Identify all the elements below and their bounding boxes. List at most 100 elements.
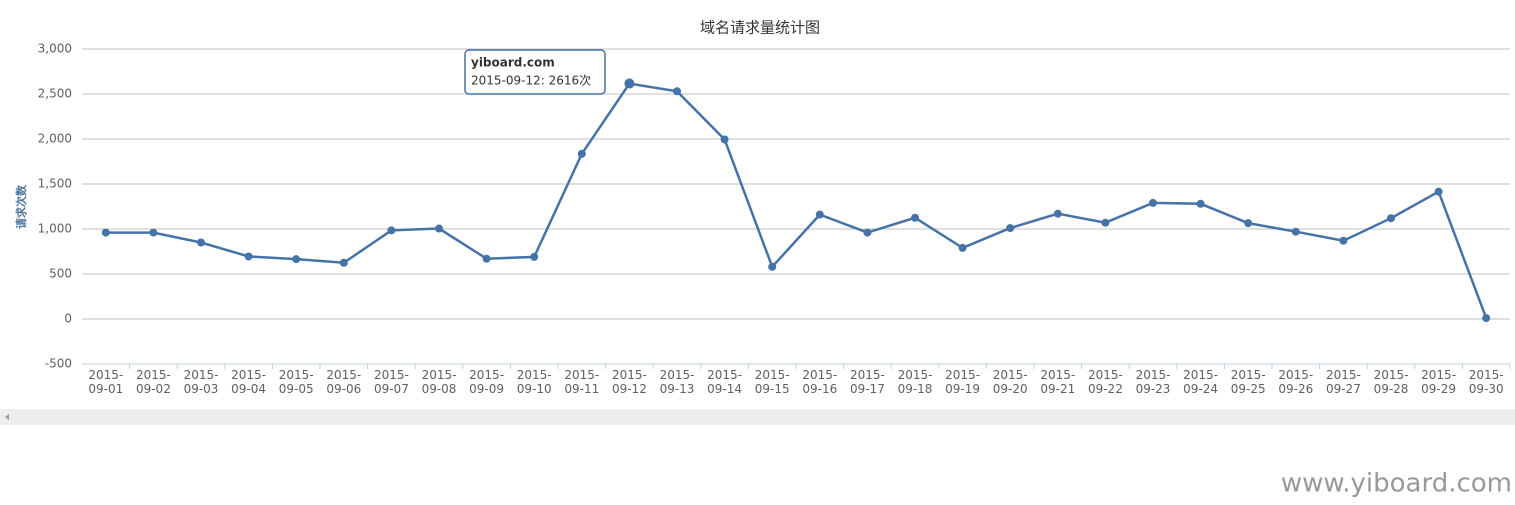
x-tick-line: 2015- xyxy=(1040,368,1075,382)
data-point xyxy=(101,228,110,237)
data-point xyxy=(435,224,443,233)
x-tick-label: 2015-09-23 xyxy=(1136,368,1171,396)
data-point xyxy=(863,228,872,237)
x-tick-label: 2015-09-18 xyxy=(898,368,933,396)
x-tick-line: 2015- xyxy=(993,368,1028,382)
x-tick-line: 2015- xyxy=(374,368,409,382)
x-tick-line: 2015- xyxy=(469,368,504,382)
x-tick-label: 2015-09-11 xyxy=(564,368,599,396)
x-tick-line: 09-11 xyxy=(564,382,599,396)
x-tick-label: 2015-09-15 xyxy=(755,368,790,396)
x-tick-line: 09-12 xyxy=(612,382,647,396)
data-point xyxy=(1434,187,1443,196)
data-point xyxy=(1482,314,1491,323)
data-point xyxy=(624,78,635,89)
x-tick-line: 2015- xyxy=(945,368,980,382)
tooltip-text: 2015-09-12: 2616次 xyxy=(471,74,591,88)
x-tick-label: 2015-09-25 xyxy=(1231,368,1266,396)
data-point xyxy=(1291,227,1300,236)
x-tick-line: 2015- xyxy=(1278,368,1313,382)
x-tick-label: 2015-09-08 xyxy=(422,368,457,396)
x-tick-label: 2015-09-19 xyxy=(945,368,980,396)
x-tick-line: 09-30 xyxy=(1469,382,1504,396)
data-point xyxy=(673,87,681,96)
x-tick-line: 2015- xyxy=(564,368,599,382)
x-tick-line: 09-04 xyxy=(231,382,266,396)
x-tick-line: 09-05 xyxy=(279,382,314,396)
y-tick-label: 2,000 xyxy=(38,132,72,146)
watermark: www.yiboard.com xyxy=(1281,469,1512,499)
x-tick-line: 09-22 xyxy=(1088,382,1123,396)
x-tick-line: 09-15 xyxy=(755,382,790,396)
data-point xyxy=(1149,198,1157,207)
x-tick-label: 2015-09-07 xyxy=(374,368,409,396)
tooltip: yiboard.com 2015-09-12: 2616次 xyxy=(464,49,606,95)
x-tick-line: 09-07 xyxy=(374,382,409,396)
x-tick-label: 2015-09-21 xyxy=(1040,368,1075,396)
data-point xyxy=(958,243,967,252)
data-point xyxy=(1196,199,1205,208)
x-tick-label: 2015-09-20 xyxy=(993,368,1028,396)
x-tick-line: 2015- xyxy=(1374,368,1409,382)
data-point xyxy=(815,210,824,219)
data-point xyxy=(768,262,777,271)
x-tick-line: 2015- xyxy=(1136,368,1171,382)
x-tick-line: 09-09 xyxy=(469,382,504,396)
data-point xyxy=(339,258,348,267)
x-tick-line: 2015- xyxy=(326,368,361,382)
data-point xyxy=(197,238,205,247)
x-tick-label: 2015-09-28 xyxy=(1374,368,1409,396)
x-tick-line: 2015- xyxy=(850,368,885,382)
x-tick-line: 09-02 xyxy=(136,382,171,396)
x-tick-line: 09-13 xyxy=(660,382,695,396)
x-tick-line: 2015- xyxy=(88,368,123,382)
data-point xyxy=(530,252,539,261)
x-tick-line: 09-14 xyxy=(707,382,742,396)
x-tick-label: 2015-09-17 xyxy=(850,368,885,396)
x-tick-label: 2015-09-30 xyxy=(1469,368,1504,396)
x-tick-label: 2015-09-06 xyxy=(326,368,361,396)
data-point xyxy=(482,254,491,263)
chart-title: 域名请求量统计图 xyxy=(700,19,820,37)
data-point xyxy=(1339,236,1348,245)
x-tick-line: 09-06 xyxy=(326,382,361,396)
x-tick-line: 2015- xyxy=(422,368,457,382)
x-tick-label: 2015-09-26 xyxy=(1278,368,1313,396)
x-tick-line: 09-17 xyxy=(850,382,885,396)
x-tick-line: 09-24 xyxy=(1183,382,1218,396)
data-point xyxy=(1006,224,1015,233)
x-tick-label: 2015-09-13 xyxy=(660,368,695,396)
x-tick-label: 2015-09-03 xyxy=(184,368,219,396)
x-tick-label: 2015-09-29 xyxy=(1421,368,1456,396)
y-tick-label: 1,000 xyxy=(38,222,72,236)
x-tick-line: 09-27 xyxy=(1326,382,1361,396)
x-tick-line: 2015- xyxy=(279,368,314,382)
tooltip-box xyxy=(464,49,606,95)
y-tick-label: 3,000 xyxy=(38,42,72,56)
x-tick-line: 2015- xyxy=(1326,368,1361,382)
x-tick-line: 09-25 xyxy=(1231,382,1266,396)
x-tick-line: 09-01 xyxy=(88,382,123,396)
x-tick-line: 09-21 xyxy=(1040,382,1075,396)
x-tick-label: 2015-09-10 xyxy=(517,368,552,396)
x-tick-line: 2015- xyxy=(898,368,933,382)
scrollbar-track[interactable] xyxy=(0,409,1515,425)
x-tick-line: 2015- xyxy=(802,368,837,382)
y-tick-label: -500 xyxy=(45,357,72,371)
x-tick-line: 2015- xyxy=(1088,368,1123,382)
x-tick-label: 2015-09-16 xyxy=(802,368,837,396)
data-point xyxy=(911,213,919,222)
tooltip-title: yiboard.com xyxy=(471,56,555,70)
x-tick-line: 09-26 xyxy=(1278,382,1313,396)
x-tick-line: 2015- xyxy=(231,368,266,382)
x-tick-label: 2015-09-01 xyxy=(88,368,123,396)
series-line xyxy=(105,82,1488,319)
y-tick-label: 1,500 xyxy=(38,177,72,191)
x-tick-label: 2015-09-09 xyxy=(469,368,504,396)
x-tick-label: 2015-09-04 xyxy=(231,368,266,396)
scroll-arrow[interactable] xyxy=(5,414,9,420)
x-tick-label: 2015-09-05 xyxy=(279,368,314,396)
x-tick-line: 2015- xyxy=(660,368,695,382)
data-point xyxy=(1101,218,1110,227)
x-tick-label: 2015-09-27 xyxy=(1326,368,1361,396)
